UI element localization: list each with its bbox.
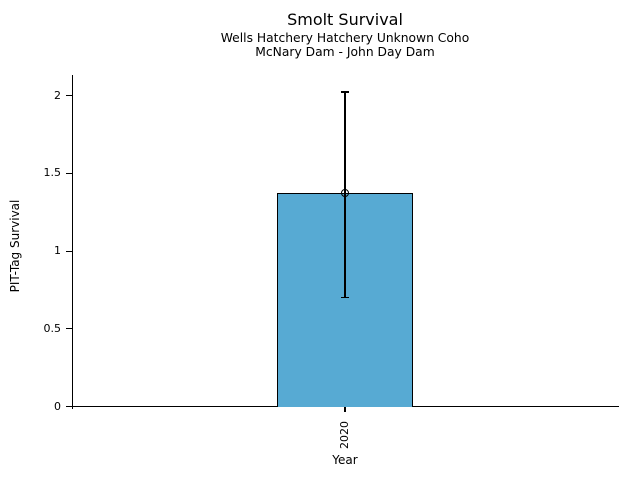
y-axis-tick-label: 0 [54, 399, 61, 413]
chart-subtitle-line1: Wells Hatchery Hatchery Unknown Coho [220, 31, 470, 45]
chart-title: Smolt Survival [287, 10, 403, 29]
x-axis-tick [344, 407, 346, 412]
x-axis-label: Year [332, 453, 358, 467]
y-axis-tick [66, 405, 72, 408]
y-axis-spine [71, 75, 73, 409]
y-axis-tick-label: 2 [54, 88, 61, 102]
x-axis-tick-label: 2020 [338, 421, 351, 449]
y-axis-tick-label: 1.5 [43, 166, 62, 180]
y-axis-tick [66, 250, 72, 252]
y-axis-tick [66, 95, 72, 97]
point-marker [341, 189, 349, 197]
plot-area: 0 0.5 1 1.5 2 2020 [44, 75, 619, 449]
y-axis-tick-label: 0.5 [43, 321, 62, 335]
y-axis-tick [66, 172, 72, 175]
y-axis-tick-label: 1 [54, 244, 61, 258]
y-axis-tick [66, 328, 72, 330]
error-bar-cap-top [340, 91, 350, 93]
error-bar-cap-bottom [340, 296, 350, 298]
chart-subtitle-line2: McNary Dam - John Day Dam [255, 45, 435, 59]
